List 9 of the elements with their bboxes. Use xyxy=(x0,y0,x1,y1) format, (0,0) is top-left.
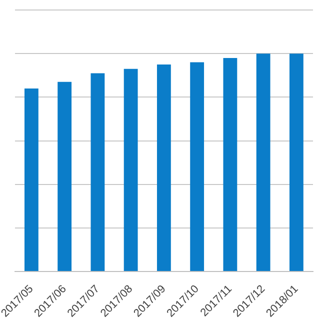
bar xyxy=(124,68,138,272)
bar xyxy=(256,54,270,272)
bar xyxy=(156,64,171,272)
bar xyxy=(190,62,204,272)
bar xyxy=(289,54,304,272)
bar xyxy=(223,58,238,272)
bar xyxy=(24,88,38,272)
bar xyxy=(58,82,72,272)
bar xyxy=(90,73,105,272)
